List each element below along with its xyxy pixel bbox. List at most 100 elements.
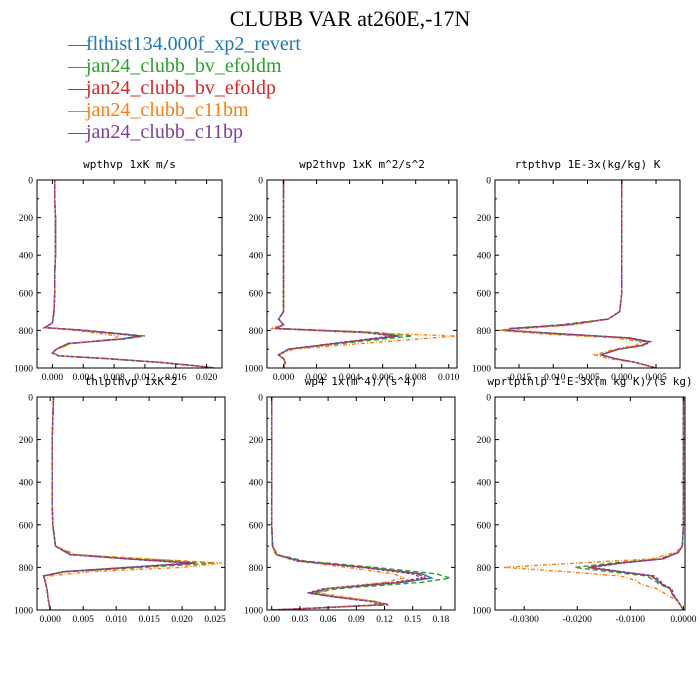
series-line-3: [271, 397, 430, 610]
series-line-3: [42, 397, 196, 610]
x-tick-label: 0.020: [196, 373, 218, 383]
y-tick-label: 0: [28, 394, 33, 404]
y-tick-label: 1000: [244, 607, 263, 617]
x-tick-label: 0.06: [320, 615, 337, 625]
y-tick-label: 1000: [14, 607, 33, 617]
chart-panel: thlpthvp 1xK^2 0 200 400 600 800 1000 0.000 0.00…: [14, 375, 226, 625]
y-tick-label: 200: [19, 436, 34, 446]
series-line-1: [42, 397, 196, 610]
panel-title: rtpthvp 1E-3x(kg/kg) K: [515, 158, 661, 171]
chart-panel: wprtpthlp 1-E-3x(m kg K)/(s kg) 0 200 400 60…: [472, 375, 697, 625]
chart-panel: wpthvp 1xK m/s 0 200 400 600 800 1000 0.000 0.00…: [14, 158, 223, 383]
x-tick-label: 0.002: [306, 373, 328, 383]
y-tick-label: 600: [477, 521, 492, 531]
x-tick-label: 0.020: [171, 615, 193, 625]
y-tick-label: 400: [249, 479, 264, 489]
y-tick-label: 1000: [244, 365, 263, 375]
panel-title: wp2thvp 1xK m^2/s^2: [299, 158, 425, 171]
x-tick-label: 0.03: [292, 615, 309, 625]
y-tick-label: 200: [477, 214, 492, 224]
series-line-5: [506, 180, 657, 368]
x-tick-label: 0.006: [372, 373, 394, 383]
y-tick-label: 200: [249, 214, 264, 224]
y-tick-label: 1000: [472, 607, 491, 617]
panel-title: thlpthvp 1xK^2: [85, 375, 178, 388]
y-tick-label: 400: [477, 479, 492, 489]
x-tick-label: 0.004: [73, 373, 95, 383]
legend-swatch: —: [68, 121, 88, 143]
x-tick-label: 0.18: [433, 615, 450, 625]
series-line-1: [275, 180, 400, 368]
panel-title: wprtpthlp 1-E-3x(m kg K)/(s kg): [487, 375, 692, 388]
y-tick-label: 800: [249, 564, 264, 574]
series-line-2: [42, 397, 216, 610]
series-line-3: [42, 180, 215, 368]
x-tick-label: 0.12: [376, 615, 393, 625]
legend-item: —jan24_clubb_c11bm: [68, 99, 301, 121]
x-tick-label: 0.016: [165, 373, 187, 383]
series-line-4: [271, 397, 406, 610]
legend-label: jan24_clubb_c11bp: [86, 121, 244, 143]
x-tick-label: 0.000: [40, 615, 62, 625]
page-title: CLUBB VAR at260E,-17N: [229, 6, 471, 31]
y-tick-label: 600: [19, 521, 34, 531]
x-tick-label: 0.025: [204, 615, 226, 625]
series-line-1: [42, 180, 215, 368]
y-tick-label: 0: [486, 394, 491, 404]
chart-panel: rtpthvp 1E-3x(kg/kg) K 0 200 400 600 800 1000 -…: [472, 158, 681, 383]
x-tick-label: 0.004: [339, 373, 361, 383]
series-line-4: [502, 397, 685, 610]
chart-panel: wp2thvp 1xK m^2/s^2 0 200 400 600 800 1000 0.00…: [244, 158, 460, 383]
panel-frame: [494, 179, 681, 369]
panel-title: wp4 1x(m^4)/(s^4): [305, 375, 418, 388]
y-tick-label: 0: [28, 177, 33, 187]
x-tick-label: 0.005: [645, 373, 667, 383]
x-tick-label: -0.015: [507, 373, 532, 383]
y-tick-label: 400: [19, 479, 34, 489]
legend-label: flthist134.000f_xp2_revert: [86, 33, 301, 55]
y-tick-label: 800: [477, 564, 492, 574]
x-tick-label: -0.0300: [510, 615, 540, 625]
y-tick-label: 200: [249, 436, 264, 446]
x-tick-label: 0.005: [72, 615, 94, 625]
series-line-2: [275, 180, 413, 368]
x-tick-label: 0.010: [105, 615, 127, 625]
legend-swatch: —: [68, 33, 88, 55]
x-tick-label: 0.000: [611, 373, 633, 383]
series-line-3: [587, 397, 685, 610]
legend-swatch: —: [68, 77, 88, 99]
x-tick-label: -0.0100: [616, 615, 646, 625]
series-line-5: [592, 397, 685, 610]
y-tick-label: 200: [19, 214, 34, 224]
series-line-5: [271, 397, 425, 610]
y-tick-label: 800: [19, 327, 34, 337]
legend-swatch: —: [68, 99, 88, 121]
x-tick-label: 0.0000: [670, 615, 696, 625]
y-tick-label: 600: [249, 289, 264, 299]
legend-label: jan24_clubb_bv_efoldp: [86, 77, 276, 99]
x-tick-label: -0.005: [575, 373, 600, 383]
legend-item: —jan24_clubb_bv_efoldm: [68, 55, 301, 77]
panel-frame: [36, 179, 223, 369]
series-line-5: [42, 180, 215, 368]
legend-label: jan24_clubb_bv_efoldm: [86, 55, 282, 77]
series-line-2: [42, 180, 215, 368]
y-tick-label: 200: [477, 436, 492, 446]
legend-item: —jan24_clubb_c11bp: [68, 121, 301, 143]
series-line-4: [42, 180, 215, 368]
y-tick-label: 400: [477, 252, 492, 262]
legend-label: jan24_clubb_c11bm: [86, 99, 249, 121]
y-tick-label: 800: [477, 327, 492, 337]
panel-frame: [36, 396, 226, 611]
y-tick-label: 800: [19, 564, 34, 574]
y-tick-label: 1000: [472, 365, 491, 375]
x-tick-label: 0.012: [134, 373, 156, 383]
series-line-2: [574, 397, 685, 610]
y-tick-label: 0: [258, 177, 263, 187]
series-line-5: [275, 180, 393, 368]
y-tick-label: 600: [477, 289, 492, 299]
x-tick-label: 0.15: [404, 615, 421, 625]
x-tick-label: 0.010: [438, 373, 460, 383]
y-tick-label: 600: [19, 289, 34, 299]
